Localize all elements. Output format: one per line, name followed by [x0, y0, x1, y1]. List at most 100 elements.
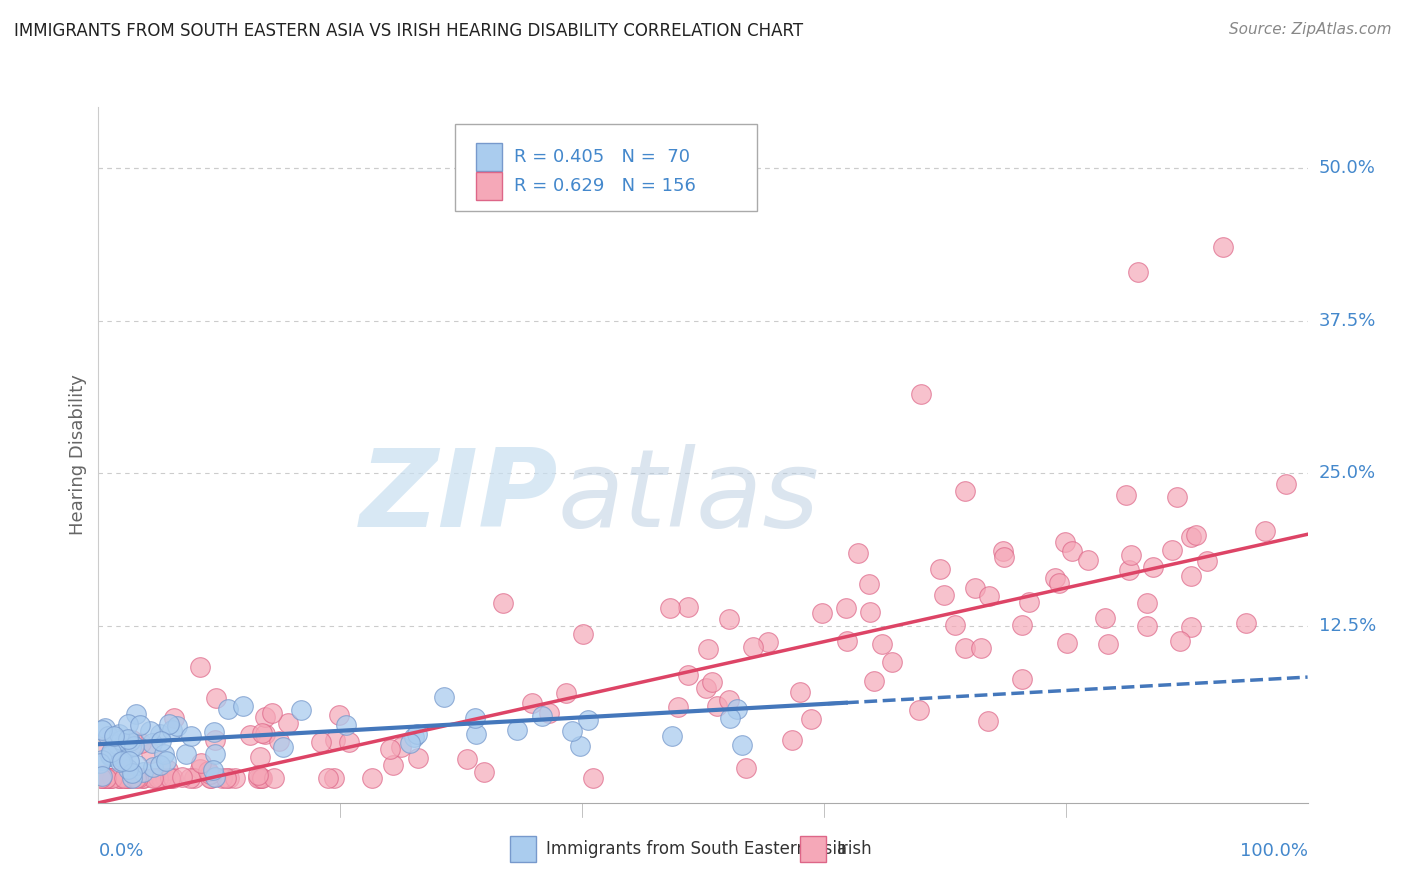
Point — [149, 758, 172, 772]
Point — [1180, 620, 1202, 634]
Point — [1018, 595, 1040, 609]
Point — [271, 740, 294, 755]
Point — [582, 772, 605, 786]
Point — [260, 706, 283, 720]
Point — [114, 772, 136, 786]
Point — [197, 764, 219, 778]
Point — [718, 711, 741, 725]
Point — [159, 772, 181, 786]
Point — [115, 734, 138, 748]
Point — [110, 733, 132, 747]
Point — [160, 723, 183, 737]
Point — [472, 764, 495, 779]
Point — [277, 716, 299, 731]
Point — [910, 387, 932, 401]
Point — [659, 600, 682, 615]
Text: IMMIGRANTS FROM SOUTH EASTERN ASIA VS IRISH HEARING DISABILITY CORRELATION CHART: IMMIGRANTS FROM SOUTH EASTERN ASIA VS IR… — [14, 22, 803, 40]
Point — [166, 719, 188, 733]
Point — [91, 723, 114, 737]
Point — [1166, 490, 1188, 504]
Point — [464, 711, 486, 725]
Point — [162, 772, 184, 786]
Point — [139, 747, 162, 761]
Point — [246, 768, 269, 782]
Point — [188, 762, 211, 776]
Point — [676, 668, 699, 682]
Point — [117, 762, 139, 776]
Text: 50.0%: 50.0% — [1319, 159, 1375, 178]
Point — [176, 747, 198, 762]
Point — [125, 707, 148, 722]
Point — [172, 770, 194, 784]
Point — [142, 772, 165, 786]
Point — [742, 640, 765, 655]
Point — [89, 756, 111, 771]
Point — [576, 714, 599, 728]
Text: 25.0%: 25.0% — [1319, 464, 1376, 483]
Point — [254, 709, 277, 723]
Point — [211, 772, 233, 786]
Point — [132, 772, 155, 786]
Point — [1115, 488, 1137, 502]
FancyBboxPatch shape — [509, 836, 536, 862]
Point — [143, 772, 166, 786]
Point — [398, 736, 420, 750]
Point — [456, 752, 478, 766]
Point — [993, 550, 1015, 565]
Point — [531, 709, 554, 723]
Point — [127, 772, 149, 786]
Point — [91, 739, 114, 754]
Point — [1180, 530, 1202, 544]
Point — [561, 724, 583, 739]
Point — [1054, 535, 1077, 549]
Point — [149, 734, 172, 748]
Text: Immigrants from South Eastern Asia: Immigrants from South Eastern Asia — [546, 840, 846, 858]
Point — [104, 737, 127, 751]
Point — [139, 724, 162, 739]
Point — [953, 641, 976, 656]
Point — [157, 717, 180, 731]
Point — [96, 772, 118, 786]
Point — [695, 681, 717, 695]
Point — [706, 698, 728, 713]
Point — [215, 772, 238, 786]
Point — [789, 684, 811, 698]
Point — [110, 755, 132, 769]
Point — [1043, 571, 1066, 585]
Point — [970, 640, 993, 655]
Point — [117, 731, 139, 746]
Point — [1161, 542, 1184, 557]
FancyBboxPatch shape — [456, 124, 758, 211]
Point — [943, 618, 966, 632]
Point — [105, 737, 128, 751]
Y-axis label: Hearing Disability: Hearing Disability — [69, 375, 87, 535]
Point — [239, 728, 262, 742]
Point — [252, 726, 274, 740]
Point — [1094, 611, 1116, 625]
Point — [1212, 240, 1234, 254]
Text: ZIP: ZIP — [360, 443, 558, 549]
Point — [198, 766, 221, 780]
Point — [1011, 673, 1033, 687]
Point — [108, 727, 131, 741]
Point — [112, 756, 135, 770]
Point — [731, 738, 754, 752]
Point — [568, 739, 591, 753]
Point — [198, 772, 221, 786]
Point — [117, 772, 139, 786]
Point — [148, 772, 170, 786]
Point — [90, 753, 112, 767]
Text: R = 0.629   N = 156: R = 0.629 N = 156 — [515, 177, 696, 194]
Point — [224, 772, 246, 786]
Point — [201, 763, 224, 777]
Point — [1128, 265, 1150, 279]
Point — [204, 733, 226, 747]
Point — [117, 772, 139, 786]
Point — [108, 772, 131, 786]
Point — [132, 764, 155, 779]
Point — [725, 701, 748, 715]
Point — [907, 703, 929, 717]
Point — [934, 588, 956, 602]
Point — [1136, 619, 1159, 633]
Point — [859, 606, 882, 620]
